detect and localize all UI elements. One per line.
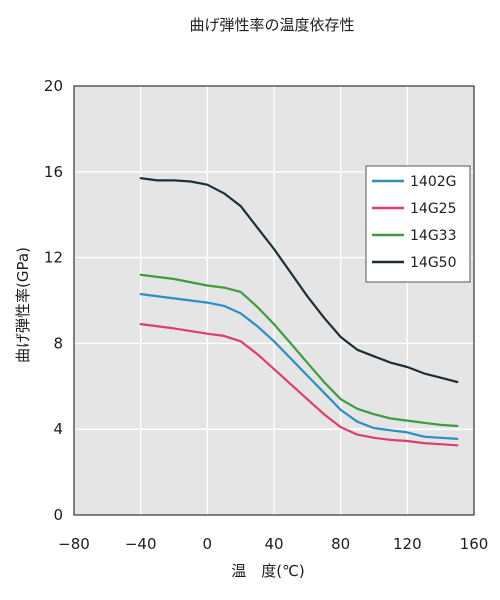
series-lines — [139, 177, 459, 447]
series-line-14g25 — [139, 323, 459, 447]
x-tick-label: 120 — [393, 535, 422, 553]
y-tick-label: 0 — [53, 506, 63, 524]
y-tick-label: 8 — [53, 334, 63, 352]
y-tick-label: 12 — [44, 249, 63, 267]
grid-lines — [74, 86, 474, 515]
series-line-14g50 — [139, 177, 459, 384]
x-tick-label: −80 — [58, 535, 90, 553]
y-axis-label: 曲げ弾性率(GPa) — [14, 247, 32, 363]
y-tick-label: 16 — [44, 163, 63, 181]
x-tick-label: 40 — [264, 535, 283, 553]
x-tick-label: 160 — [460, 535, 489, 553]
x-axis-label: 温 度(℃) — [231, 562, 305, 580]
x-tick-label: 80 — [331, 535, 350, 553]
legend-label: 14G25 — [410, 201, 456, 217]
y-tick-label: 4 — [53, 420, 63, 438]
legend-label: 1402G — [410, 174, 456, 190]
chart-title: 曲げ弾性率の温度依存性 — [189, 16, 354, 34]
legend: 1402G 14G25 14G33 14G50 — [365, 165, 471, 283]
y-tick-label: 20 — [44, 77, 63, 95]
legend-label: 14G50 — [410, 255, 456, 271]
series-line-1402g — [139, 293, 459, 440]
series-line-14g33 — [139, 273, 459, 428]
y-tick-labels: 0 4 8 12 16 20 — [44, 77, 63, 524]
x-tick-label: 0 — [203, 535, 213, 553]
legend-label: 14G33 — [410, 228, 456, 244]
x-tick-labels: −80 −40 0 40 80 120 160 — [58, 535, 488, 553]
plot-frame — [73, 85, 475, 516]
x-tick-label: −40 — [125, 535, 157, 553]
